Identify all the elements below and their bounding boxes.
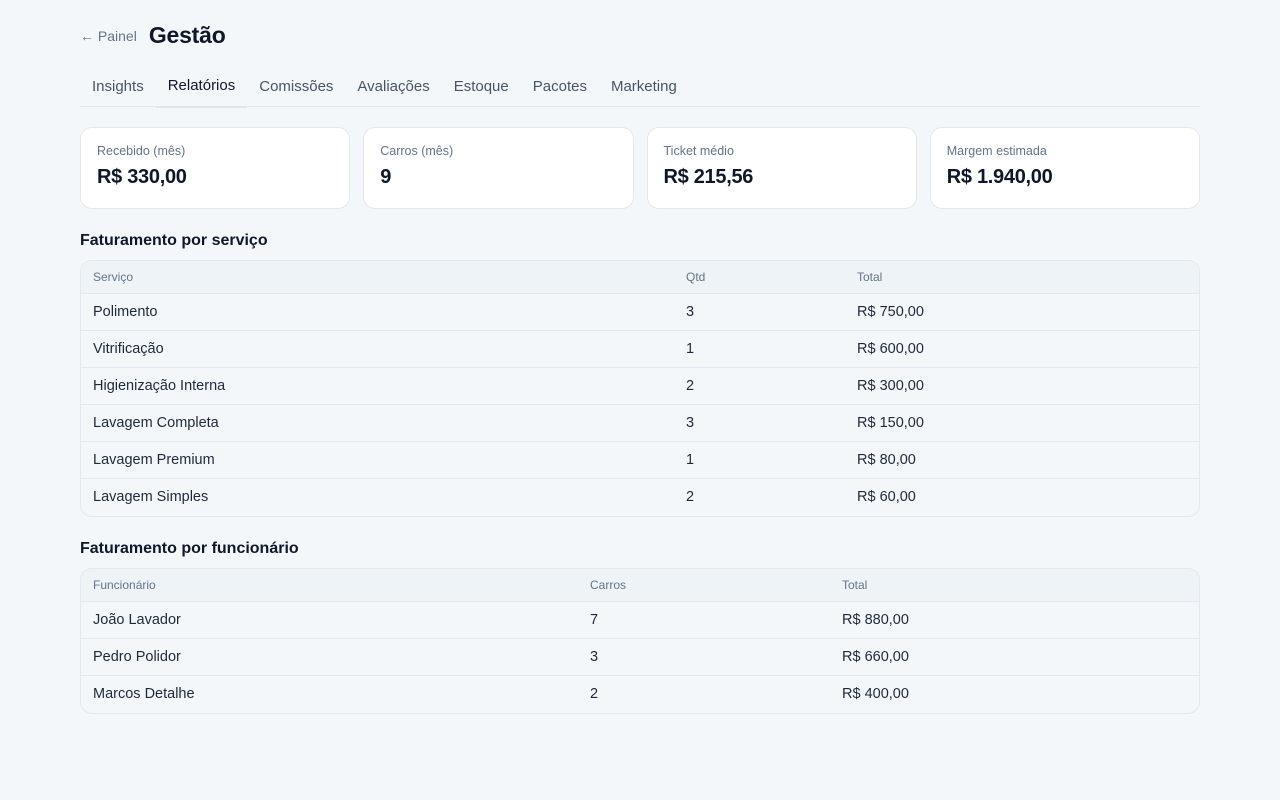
kpi-label: Carros (mês) [380, 144, 454, 158]
management-page: ← Painel Gestão Insights Relatórios Comi… [80, 0, 1200, 714]
tab-estoque[interactable]: Estoque [453, 78, 509, 95]
tab-marketing[interactable]: Marketing [610, 78, 677, 95]
kpi-value: R$ 330,00 [97, 166, 187, 188]
employee-total: R$ 660,00 [842, 649, 909, 665]
service-total: R$ 80,00 [857, 452, 916, 468]
employee-cars: 3 [590, 649, 599, 665]
kpi-label: Recebido (mês) [97, 144, 186, 158]
tab-insights[interactable]: Insights [92, 78, 144, 95]
table-header: Funcionário Carros Total [81, 569, 1199, 602]
services-section-title: Faturamento por serviço [80, 232, 268, 249]
tab-relatorios[interactable]: Relatórios [155, 70, 248, 108]
kpi-card-average-ticket: Ticket médio R$ 215,56 [646, 127, 917, 209]
kpi-value: R$ 1.940,00 [946, 166, 1053, 188]
service-qty: 2 [686, 378, 695, 394]
employees-section-title: Faturamento por funcionário [80, 540, 299, 557]
kpi-card-estimated-margin: Margem estimada R$ 1.940,00 [929, 127, 1200, 209]
tab-comissoes[interactable]: Comissões [259, 78, 334, 95]
tab-pacotes[interactable]: Pacotes [532, 78, 587, 95]
service-total: R$ 600,00 [857, 341, 924, 357]
employees-table: Funcionário Carros Total João Lavador 7 … [80, 568, 1200, 714]
employee-cars: 7 [590, 612, 599, 628]
employee-name: Marcos Detalhe [93, 686, 195, 702]
column-header-total: Total [857, 270, 883, 284]
service-qty: 2 [686, 489, 695, 505]
service-qty: 1 [686, 341, 695, 357]
service-total: R$ 300,00 [857, 378, 924, 394]
kpi-cards: Recebido (mês) R$ 330,00 Carros (mês) 9 … [80, 127, 1200, 209]
table-row: Pedro Polidor 3 R$ 660,00 [81, 639, 1199, 676]
employee-total: R$ 400,00 [842, 686, 909, 702]
table-row: Lavagem Premium 1 R$ 80,00 [81, 442, 1199, 479]
column-header-qty: Qtd [686, 270, 706, 284]
service-name: Vitrificação [93, 341, 164, 357]
table-row: Lavagem Simples 2 R$ 60,00 [81, 479, 1199, 516]
kpi-card-cars: Carros (mês) 9 [363, 127, 634, 209]
service-total: R$ 60,00 [857, 489, 916, 505]
service-total: R$ 750,00 [857, 304, 924, 320]
table-row: Vitrificação 1 R$ 600,00 [81, 331, 1199, 368]
employee-total: R$ 880,00 [842, 612, 909, 628]
employee-cars: 2 [590, 686, 599, 702]
employee-name: João Lavador [93, 612, 181, 628]
page-title: Gestão [148, 22, 226, 48]
table-row: Polimento 3 R$ 750,00 [81, 294, 1199, 331]
service-total: R$ 150,00 [857, 415, 924, 431]
back-to-dashboard-link[interactable]: ← Painel [80, 28, 137, 44]
table-row: João Lavador 7 R$ 880,00 [81, 602, 1199, 639]
employee-name: Pedro Polidor [93, 649, 181, 665]
service-name: Lavagem Premium [93, 452, 215, 468]
column-header-cars: Carros [590, 578, 627, 592]
column-header-employee: Funcionário [93, 578, 156, 592]
column-header-total: Total [842, 578, 868, 592]
service-name: Higienização Interna [93, 378, 226, 394]
service-name: Polimento [93, 304, 158, 320]
table-header: Serviço Qtd Total [81, 261, 1199, 294]
kpi-card-received: Recebido (mês) R$ 330,00 [80, 127, 351, 209]
kpi-label: Ticket médio [663, 144, 734, 158]
page-header: ← Painel Gestão [80, 0, 1200, 70]
services-table: Serviço Qtd Total Polimento 3 R$ 750,00 … [80, 260, 1200, 517]
table-row: Higienização Interna 2 R$ 300,00 [81, 368, 1199, 405]
tab-bar: Insights Relatórios Comissões Avaliações… [80, 70, 1200, 108]
table-row: Lavagem Completa 3 R$ 150,00 [81, 405, 1199, 442]
service-name: Lavagem Simples [93, 489, 209, 505]
service-qty: 3 [686, 304, 695, 320]
kpi-value: 9 [380, 166, 392, 188]
tab-avaliacoes[interactable]: Avaliações [357, 78, 430, 95]
service-qty: 3 [686, 415, 695, 431]
table-row: Marcos Detalhe 2 R$ 400,00 [81, 676, 1199, 713]
column-header-service: Serviço [93, 270, 134, 284]
service-qty: 1 [686, 452, 695, 468]
kpi-value: R$ 215,56 [663, 166, 754, 188]
kpi-label: Margem estimada [946, 144, 1047, 158]
service-name: Lavagem Completa [93, 415, 219, 431]
